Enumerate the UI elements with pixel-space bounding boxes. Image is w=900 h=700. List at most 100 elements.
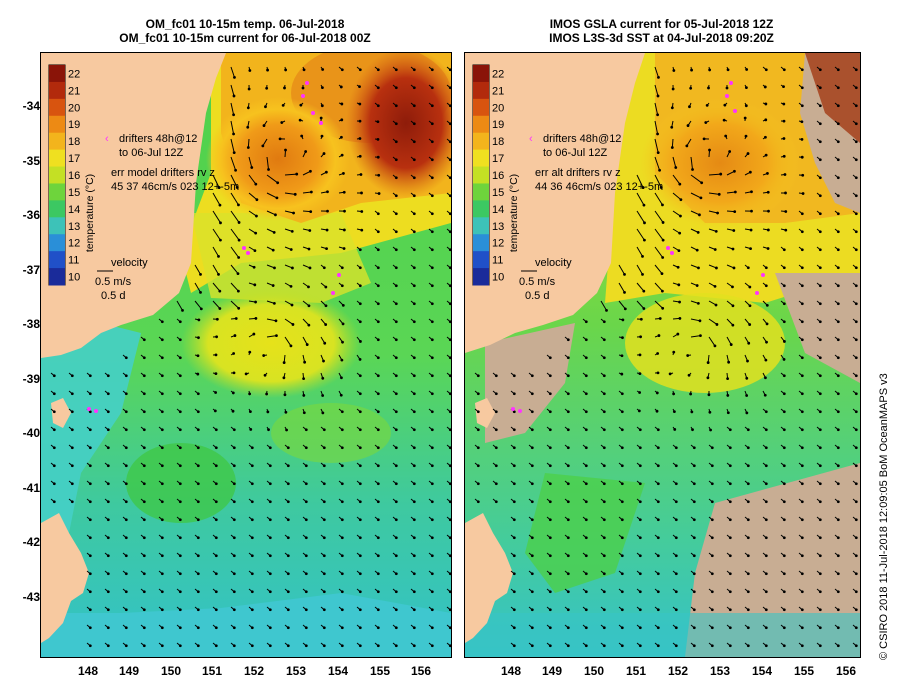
current-vector-head — [836, 248, 840, 252]
current-vector-head — [656, 113, 659, 117]
current-vector-head — [360, 210, 364, 213]
current-vector-head — [748, 170, 752, 174]
current-vector-head — [656, 446, 660, 450]
current-vector-head — [412, 410, 416, 414]
current-vector-head — [638, 518, 642, 522]
lat-tick-label: -42 — [22, 535, 40, 549]
current-vector-head — [178, 626, 182, 630]
current-vector-head — [178, 482, 182, 486]
current-vector-head — [178, 554, 182, 558]
current-vector-head — [376, 120, 380, 124]
current-vector-head — [308, 229, 312, 232]
current-vector-head — [746, 359, 749, 363]
current-vector-head — [394, 140, 398, 144]
current-vector-head — [252, 265, 256, 269]
current-vector-head — [746, 446, 750, 450]
current-vector-head — [160, 446, 164, 450]
current-vector-head — [764, 266, 768, 270]
current-vector-head — [784, 210, 788, 213]
current-vector-head — [342, 247, 346, 250]
current-vector-head — [602, 338, 606, 342]
current-vector-head — [661, 306, 665, 310]
current-vector-head — [304, 554, 308, 558]
current-vector-head — [394, 122, 398, 126]
current-vector-head — [710, 536, 714, 540]
current-vector-head — [322, 518, 326, 522]
current-vector-head — [783, 173, 787, 176]
current-vector-head — [818, 140, 822, 144]
current-vector-head — [749, 247, 752, 251]
current-vector-head — [818, 176, 822, 180]
current-vector-head — [670, 106, 674, 110]
current-vector-head — [178, 410, 182, 414]
current-vector-head — [782, 518, 786, 522]
current-vector-head — [394, 230, 398, 234]
current-vector-head — [106, 626, 110, 630]
current-vector-head — [412, 590, 416, 594]
current-vector-head — [764, 518, 768, 522]
current-vector-head — [836, 446, 840, 450]
current-vector-head — [674, 626, 678, 630]
current-vector-head — [584, 500, 588, 504]
current-vector-head — [70, 500, 74, 504]
current-vector-head — [322, 626, 326, 630]
current-vector — [302, 336, 308, 345]
current-vector-head — [746, 518, 750, 522]
current-vector-head — [358, 626, 362, 630]
left-velocity-scale1: 0.5 m/s — [95, 276, 132, 288]
current-vector-head — [106, 446, 110, 450]
current-vector-head — [178, 428, 182, 432]
current-vector-head — [377, 173, 381, 177]
current-vector-head — [376, 104, 380, 108]
colorbar-tick-label: 15 — [68, 187, 80, 199]
colorbar-swatch — [473, 268, 489, 286]
current-vector-head — [800, 338, 804, 342]
current-vector — [284, 336, 292, 347]
current-vector-head — [512, 374, 516, 378]
current-vector-head — [620, 644, 624, 648]
current-vector — [636, 282, 645, 292]
current-vector-head — [196, 536, 200, 540]
current-vector-head — [726, 68, 730, 72]
current-vector-head — [656, 518, 660, 522]
current-vector-head — [142, 554, 146, 558]
current-vector-head — [248, 350, 252, 354]
current-vector-head — [678, 231, 682, 235]
lat-tick-label: -39 — [22, 371, 40, 386]
colorbar-swatch — [473, 115, 489, 134]
current-vector-head — [746, 590, 750, 594]
current-vector-head — [412, 158, 416, 162]
current-vector-head — [142, 482, 146, 486]
current-vector — [690, 192, 702, 199]
colorbar-swatch — [49, 149, 65, 168]
current-vector-head — [854, 572, 858, 576]
current-vector-head — [726, 411, 730, 415]
current-vector-head — [340, 590, 344, 594]
current-vector-head — [286, 644, 290, 648]
current-vector-head — [800, 518, 804, 522]
current-vector — [284, 318, 294, 325]
current-vector-head — [430, 302, 434, 306]
current-vector-head — [430, 338, 434, 342]
current-vector-head — [749, 228, 753, 232]
current-vector-head — [412, 356, 416, 360]
current-vector-head — [326, 190, 329, 194]
left-current-vectors — [50, 66, 451, 648]
current-vector-head — [638, 446, 642, 450]
current-vector-head — [692, 482, 696, 486]
current-vector-head — [322, 428, 326, 432]
current-vector-head — [836, 554, 840, 558]
colorbar-swatch — [49, 166, 65, 184]
current-vector-head — [304, 518, 308, 522]
current-vector-head — [376, 374, 380, 378]
current-vector-head — [214, 644, 218, 648]
current-vector-head — [340, 554, 344, 558]
current-vector — [230, 210, 240, 223]
current-vector-head — [250, 500, 254, 504]
current-vector-head — [854, 212, 858, 216]
current-vector-head — [322, 536, 326, 540]
current-vector-head — [836, 140, 840, 144]
current-vector-head — [731, 323, 735, 327]
current-vector-head — [678, 182, 682, 186]
current-vector-head — [298, 118, 302, 122]
